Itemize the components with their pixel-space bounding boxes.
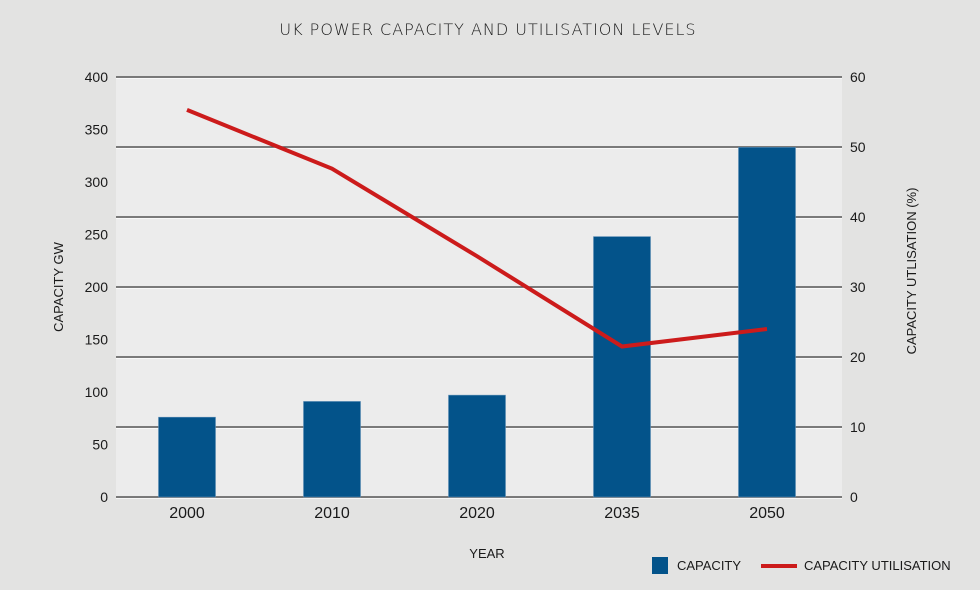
left-tick-label: 150 bbox=[85, 332, 109, 348]
x-tick-label: 2020 bbox=[459, 505, 495, 522]
legend: CAPACITY CAPACITY UTILISATION bbox=[652, 557, 951, 574]
legend-label-utilisation: CAPACITY UTILISATION bbox=[804, 558, 951, 573]
right-axis-ticks: 0 10 20 30 40 50 60 bbox=[850, 69, 866, 505]
left-axis-ticks: 0 50 100 150 200 250 300 350 400 bbox=[85, 69, 109, 505]
left-tick-label: 400 bbox=[85, 69, 109, 85]
legend-label-capacity: CAPACITY bbox=[677, 558, 741, 573]
bar-2000 bbox=[158, 416, 216, 498]
x-tick-label: 2035 bbox=[604, 505, 640, 522]
left-tick-label: 350 bbox=[85, 122, 109, 138]
right-tick-label: 0 bbox=[850, 489, 858, 505]
left-tick-label: 0 bbox=[100, 489, 108, 505]
bars bbox=[158, 147, 796, 498]
x-axis-label: YEAR bbox=[469, 546, 504, 561]
left-tick-label: 200 bbox=[85, 279, 109, 295]
left-tick-label: 300 bbox=[85, 174, 109, 190]
x-tick-label: 2050 bbox=[749, 505, 785, 522]
left-tick-label: 250 bbox=[85, 227, 109, 243]
x-tick-label: 2000 bbox=[169, 505, 205, 522]
bar-2050 bbox=[738, 147, 796, 498]
right-tick-label: 50 bbox=[850, 139, 866, 155]
y-axis-label-left: CAPACITY GW bbox=[51, 241, 66, 332]
right-tick-label: 40 bbox=[850, 209, 866, 225]
bar-2020 bbox=[448, 394, 506, 498]
legend-swatch-capacity bbox=[652, 557, 668, 574]
bar-2010 bbox=[303, 401, 361, 498]
left-tick-label: 100 bbox=[85, 384, 109, 400]
x-axis-ticks: 2000 2010 2020 2035 2050 bbox=[169, 505, 785, 522]
chart-title: UK POWER CAPACITY AND UTILISATION LEVELS bbox=[279, 20, 696, 39]
right-tick-label: 60 bbox=[850, 69, 866, 85]
x-tick-label: 2010 bbox=[314, 505, 350, 522]
left-tick-label: 50 bbox=[92, 437, 108, 453]
right-tick-label: 10 bbox=[850, 419, 866, 435]
right-tick-label: 20 bbox=[850, 349, 866, 365]
right-tick-label: 30 bbox=[850, 279, 866, 295]
y-axis-label-right: CAPACITY UTLISATION (%) bbox=[904, 188, 919, 355]
bar-2035 bbox=[593, 236, 651, 498]
utilisation-line bbox=[186, 108, 768, 349]
